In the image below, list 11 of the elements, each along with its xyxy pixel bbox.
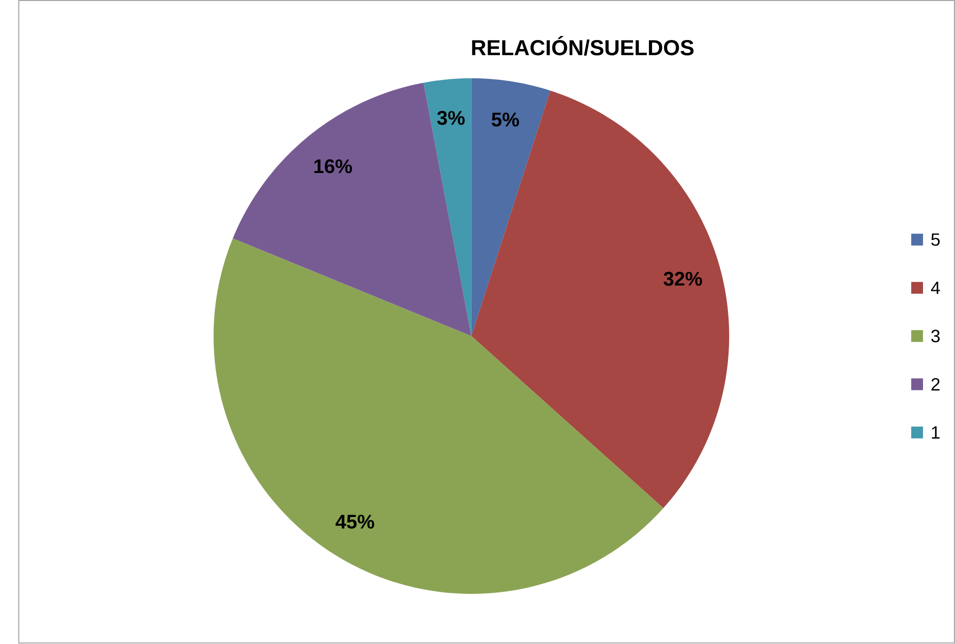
data-label: 32%: [664, 272, 702, 286]
legend-label: 2: [931, 378, 940, 391]
data-label: 3%: [437, 111, 465, 126]
data-label: 45%: [336, 515, 374, 529]
chart-title: RELACIÓN/SUELDOS: [472, 36, 694, 56]
data-label: 16%: [314, 160, 352, 174]
data-label: 5%: [492, 112, 520, 127]
legend-label: 5: [931, 234, 940, 246]
legend-label: 1: [932, 426, 940, 439]
legend-label: 3: [931, 330, 940, 343]
legend-label: 4: [931, 282, 940, 294]
